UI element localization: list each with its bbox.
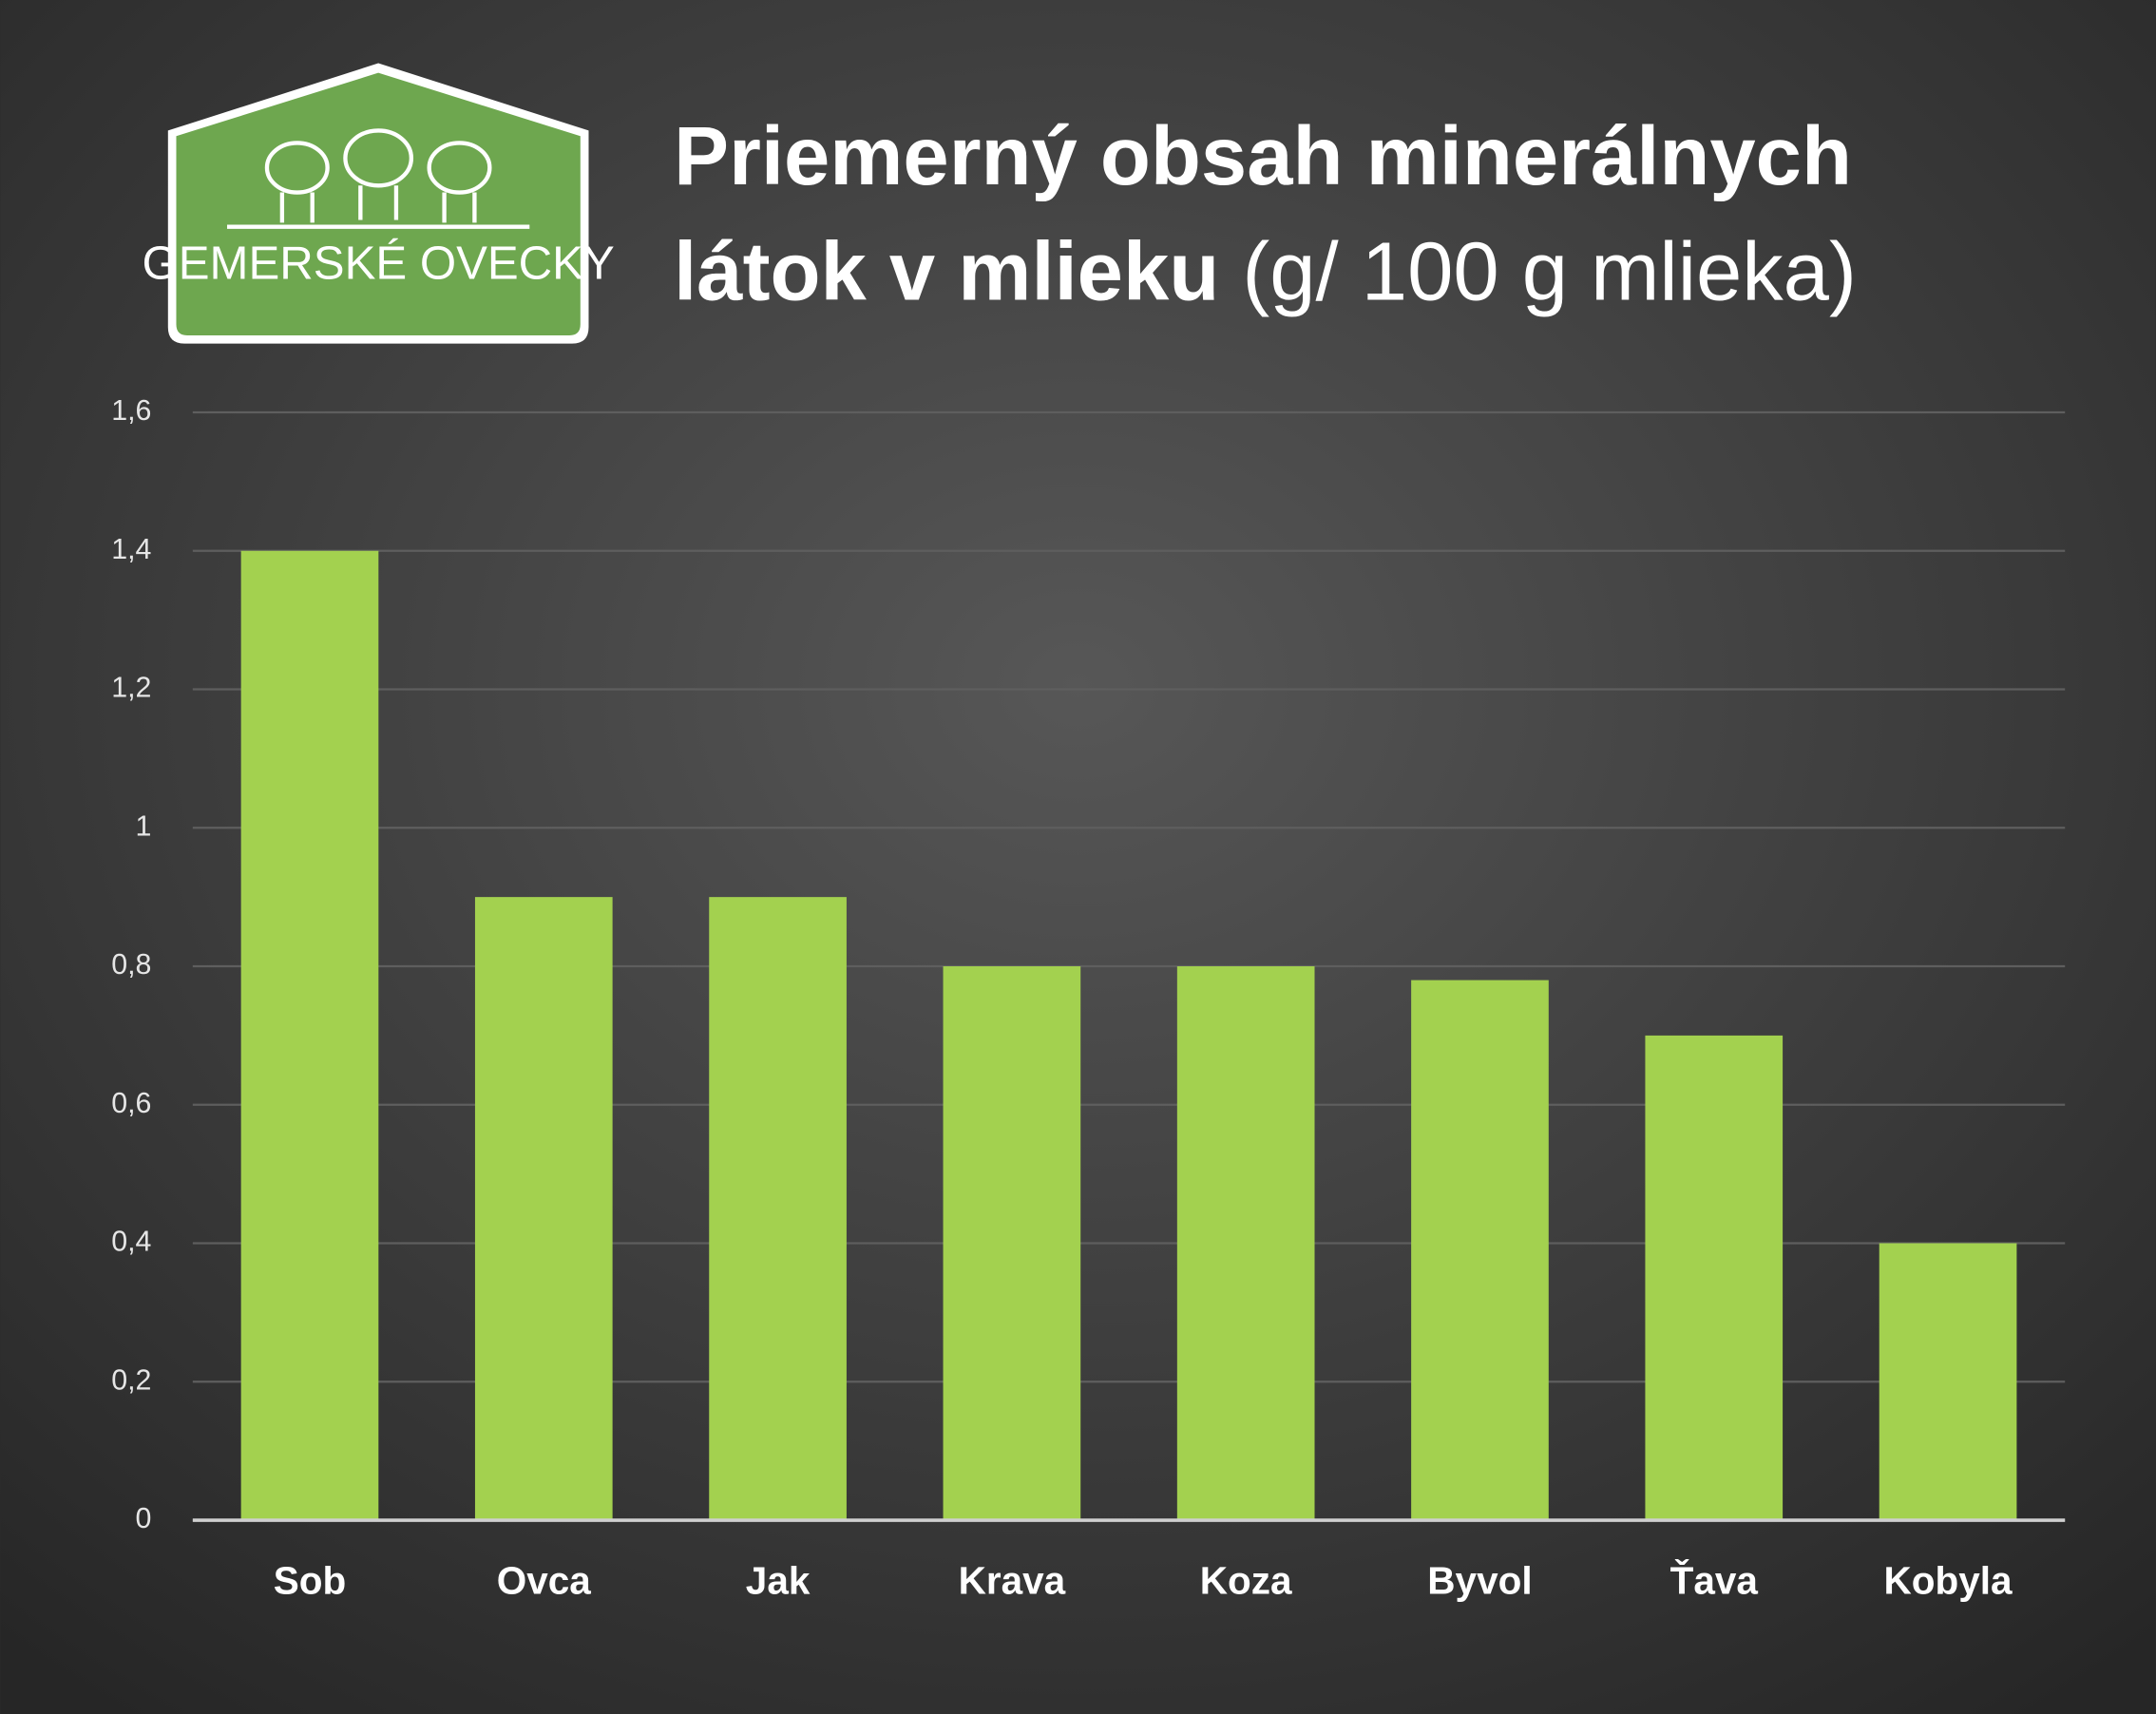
x-tick-label: Sob [274, 1558, 347, 1602]
chart-title: Priemerný obsah minerálnych látok v mlie… [674, 109, 1852, 318]
y-tick-label: 1,4 [111, 533, 151, 565]
x-tick-label: Kobyla [1884, 1558, 2013, 1602]
x-tick-label: Ovca [497, 1558, 592, 1602]
bar [1411, 980, 1549, 1521]
y-tick-label: 0,6 [111, 1087, 151, 1119]
bar [1879, 1243, 2017, 1521]
y-tick-label: 1 [136, 809, 152, 842]
x-tick-label: Jak [746, 1558, 811, 1602]
title-block: Priemerný obsah minerálnych látok v mlie… [674, 99, 2049, 330]
y-tick-label: 1,2 [111, 672, 151, 704]
bar [943, 966, 1081, 1521]
bar [240, 550, 379, 1521]
x-tick-label: Krava [959, 1558, 1066, 1602]
y-tick-label: 0,2 [111, 1363, 151, 1396]
bar [709, 897, 847, 1521]
chart-subtitle: (g/ 100 g mlieka) [1242, 225, 1857, 318]
y-tick-label: 1,6 [111, 394, 151, 427]
bar [1176, 966, 1315, 1521]
logo-text: GEMERSKÉ OVECKY [142, 238, 614, 290]
logo: GEMERSKÉ OVECKY [142, 63, 615, 344]
x-tick-label: Ťava [1670, 1558, 1759, 1602]
x-tick-label: Byvol [1427, 1558, 1532, 1602]
y-tick-label: 0,4 [111, 1226, 151, 1258]
x-tick-label: Koza [1200, 1558, 1292, 1602]
title-box: Priemerný obsah minerálnych látok v mlie… [674, 99, 2049, 330]
y-tick-label: 0 [136, 1502, 152, 1534]
bar [1645, 1035, 1784, 1521]
y-tick-label: 0,8 [111, 948, 151, 981]
bar [474, 897, 613, 1521]
